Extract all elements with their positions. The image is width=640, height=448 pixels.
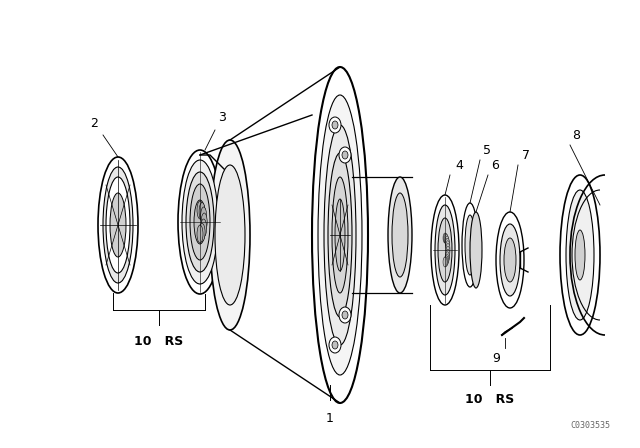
Ellipse shape <box>335 199 345 271</box>
Ellipse shape <box>566 190 594 320</box>
Text: 10   RS: 10 RS <box>465 393 515 406</box>
Ellipse shape <box>339 147 351 163</box>
Ellipse shape <box>444 233 448 243</box>
Ellipse shape <box>332 341 338 349</box>
Ellipse shape <box>446 241 450 251</box>
Ellipse shape <box>324 125 356 345</box>
Ellipse shape <box>312 67 368 403</box>
Ellipse shape <box>445 252 449 262</box>
Ellipse shape <box>462 203 478 287</box>
Ellipse shape <box>182 160 218 284</box>
Ellipse shape <box>329 117 341 133</box>
Ellipse shape <box>444 257 448 267</box>
Ellipse shape <box>197 225 203 243</box>
Text: 1: 1 <box>326 412 334 425</box>
Ellipse shape <box>392 193 408 277</box>
Ellipse shape <box>194 200 206 244</box>
Ellipse shape <box>431 195 459 305</box>
Ellipse shape <box>560 175 600 335</box>
Ellipse shape <box>215 165 245 305</box>
Ellipse shape <box>465 215 475 275</box>
Ellipse shape <box>446 249 450 259</box>
Ellipse shape <box>342 311 348 319</box>
Ellipse shape <box>332 121 338 129</box>
Text: 4: 4 <box>455 159 463 172</box>
Ellipse shape <box>98 157 138 293</box>
Ellipse shape <box>332 177 348 293</box>
Ellipse shape <box>200 207 207 225</box>
Ellipse shape <box>210 140 250 330</box>
Text: 2: 2 <box>90 117 98 130</box>
Ellipse shape <box>199 224 205 241</box>
Ellipse shape <box>110 193 126 257</box>
Ellipse shape <box>445 254 449 264</box>
Text: 10   RS: 10 RS <box>134 335 184 348</box>
Ellipse shape <box>339 307 351 323</box>
Ellipse shape <box>103 167 133 283</box>
Ellipse shape <box>504 238 516 282</box>
Ellipse shape <box>435 205 455 295</box>
Ellipse shape <box>318 95 362 375</box>
Text: 7: 7 <box>522 149 530 162</box>
Ellipse shape <box>445 238 449 248</box>
Ellipse shape <box>201 213 207 231</box>
Text: 6: 6 <box>491 159 499 172</box>
Text: 3: 3 <box>218 111 226 124</box>
Ellipse shape <box>444 256 449 266</box>
Ellipse shape <box>575 230 585 280</box>
Text: 5: 5 <box>483 144 491 157</box>
Ellipse shape <box>190 184 210 260</box>
Ellipse shape <box>388 177 412 293</box>
Ellipse shape <box>329 337 341 353</box>
Text: 8: 8 <box>572 129 580 142</box>
Ellipse shape <box>199 202 205 220</box>
Ellipse shape <box>186 172 214 272</box>
Ellipse shape <box>496 212 524 308</box>
Ellipse shape <box>443 257 447 267</box>
Ellipse shape <box>444 234 449 244</box>
Text: C0303535: C0303535 <box>570 421 610 430</box>
Ellipse shape <box>342 151 348 159</box>
Ellipse shape <box>446 244 450 254</box>
Ellipse shape <box>438 218 452 282</box>
Ellipse shape <box>470 212 482 288</box>
Ellipse shape <box>106 177 130 273</box>
Text: 9: 9 <box>492 352 500 365</box>
Ellipse shape <box>500 224 520 296</box>
Ellipse shape <box>443 233 447 243</box>
Ellipse shape <box>328 153 352 317</box>
Ellipse shape <box>446 246 450 256</box>
Ellipse shape <box>197 201 203 219</box>
Ellipse shape <box>178 150 222 294</box>
Ellipse shape <box>200 219 207 237</box>
Ellipse shape <box>445 236 449 246</box>
